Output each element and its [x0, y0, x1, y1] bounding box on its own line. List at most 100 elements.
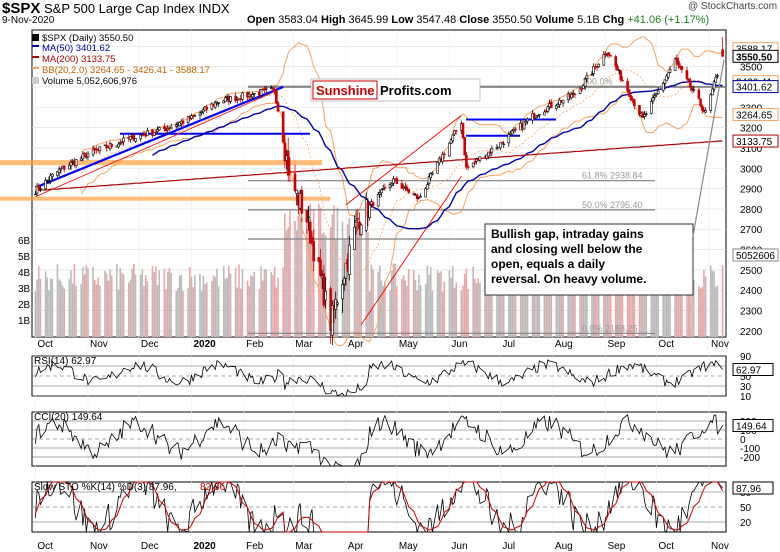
volume-bar: [450, 277, 452, 337]
volume-bar: [105, 273, 108, 337]
volume-bar: [370, 264, 373, 337]
volume-bar: [545, 265, 547, 337]
volume-bar: [424, 284, 427, 337]
volume-bar: [472, 266, 474, 337]
candle-body: [466, 166, 470, 168]
volume-bar: [71, 283, 74, 337]
volume-bar: [642, 286, 644, 337]
candle-body: [395, 178, 399, 184]
volume-bar: [633, 290, 636, 337]
volume-bar: [109, 269, 111, 337]
candle-body: [448, 142, 451, 157]
fib-label: 61.8% 2938.84: [582, 171, 643, 181]
volume-bar: [441, 291, 444, 337]
orange-support-band: [0, 160, 322, 166]
volume-bar: [165, 289, 167, 337]
volume-bar: [524, 269, 527, 337]
volume-bar: [526, 264, 529, 337]
volume-bar: [334, 239, 337, 337]
volume-bar: [460, 291, 463, 337]
month-tick-label: Apr: [348, 339, 364, 350]
price-candles: [34, 36, 724, 346]
candle-body: [633, 99, 636, 107]
candle-body: [510, 130, 514, 135]
candle-body: [424, 188, 427, 198]
volume-bar: [404, 280, 407, 337]
rsi-tick-label: 50: [740, 372, 752, 383]
volume-bar: [83, 274, 86, 337]
volume-bar: [241, 269, 244, 337]
cci-line: [35, 414, 723, 467]
candle-body: [653, 95, 657, 98]
candle-body: [368, 204, 371, 218]
volume-bar: [535, 268, 537, 337]
volume-bar: [199, 273, 201, 337]
volume-bar: [110, 275, 113, 337]
volume-bar: [345, 239, 347, 337]
volume-bar: [358, 229, 361, 337]
candle-body: [556, 104, 560, 107]
candle-body: [224, 97, 227, 102]
candle-body: [614, 56, 618, 67]
volume-bar: [667, 284, 670, 337]
candle-body: [689, 80, 692, 88]
candle-body: [390, 183, 394, 186]
legend-bb: BB(20,2.0) 3264.65 - 3426.41 - 3588.17: [42, 65, 210, 76]
volume-bar: [146, 280, 149, 337]
candle-body: [650, 101, 653, 114]
candle-body: [538, 114, 541, 116]
candle-body: [454, 130, 458, 132]
candle-body: [98, 146, 102, 151]
sto-value-tag: [732, 481, 774, 495]
volume-bar: [513, 274, 515, 337]
volume-bar: [60, 280, 62, 337]
value-tag: [732, 80, 779, 94]
volume-bar: [431, 290, 434, 337]
volume-bar: [497, 283, 500, 337]
volume-bar: [116, 264, 118, 337]
trend-line: [345, 115, 462, 206]
sunshine-profits-logo: Sunshine Profits.com: [310, 78, 481, 102]
candle-body: [478, 156, 482, 161]
volume-bar: [453, 287, 456, 337]
volume-bar: [367, 231, 369, 337]
candle-body: [49, 175, 52, 181]
volume-bar: [51, 279, 54, 337]
volume-bar: [356, 224, 359, 337]
volume-bar: [48, 290, 50, 337]
candle-body: [590, 73, 594, 76]
rsi-tick-label: 10: [740, 392, 752, 403]
candle-body: [69, 161, 73, 167]
candle-body: [380, 189, 383, 194]
candle-body: [700, 105, 704, 111]
candle-body: [146, 130, 149, 136]
candle-body: [522, 121, 526, 130]
candle-body: [616, 65, 619, 71]
candle-body: [405, 187, 409, 191]
volume-bar: [212, 275, 215, 337]
volume-bar: [603, 264, 605, 337]
volume-bar: [360, 223, 362, 337]
candle-body: [236, 97, 239, 100]
candle-body: [543, 111, 546, 116]
price-tick-label: 2400: [740, 286, 763, 297]
candle-body: [359, 224, 363, 236]
volume-bar: [34, 291, 37, 337]
volume-bar: [139, 274, 142, 337]
chart-date: 9-Nov-2020: [2, 15, 55, 26]
candle-body: [229, 96, 232, 102]
volume-bar: [418, 274, 420, 337]
candle-body: [716, 75, 719, 77]
volume-bar: [426, 265, 429, 337]
month-tick-label: Nov: [90, 541, 108, 552]
cci-tick-label: 0: [740, 435, 746, 446]
annotation-line: and closing well below the: [491, 242, 643, 256]
candle-body: [44, 180, 47, 190]
volume-bar: [392, 263, 395, 337]
volume-bar: [580, 273, 583, 337]
volume-bar: [190, 276, 193, 337]
candle-body: [51, 174, 54, 178]
trend-lines: [34, 85, 462, 326]
axes: 2200230024002500260027002800290030003100…: [18, 42, 779, 552]
candle-body: [288, 170, 292, 173]
